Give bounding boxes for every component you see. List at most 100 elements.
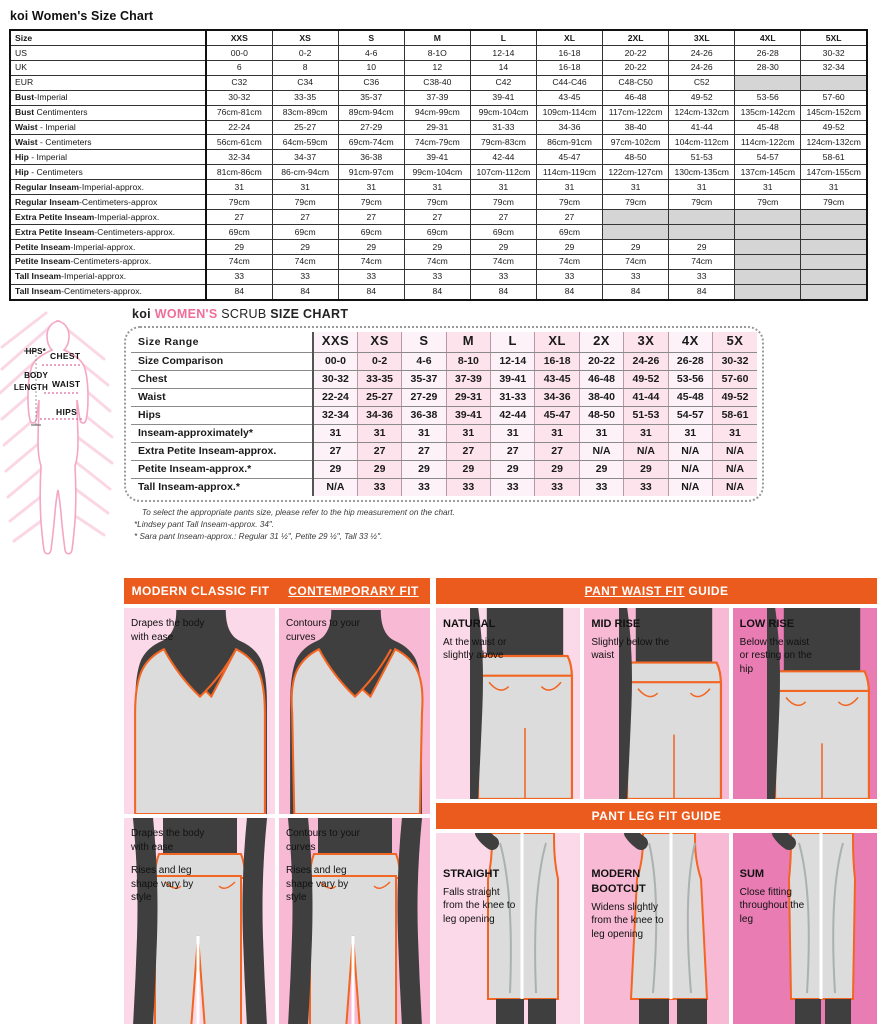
spec-table-row: Bust-Imperial 30-32 33-35 35-37 37-39 39-41 43…: [9, 89, 868, 106]
scrub-cell: 29-31: [446, 388, 492, 407]
scrub-cell: 42-44: [490, 406, 536, 425]
spec-cell: C34: [271, 74, 339, 91]
scrub-col-header-3x: 3X: [623, 331, 669, 353]
spec-cell: 97cm-102cm: [602, 134, 670, 151]
scrub-cell: 31: [446, 424, 492, 443]
spec-cell: 84: [271, 283, 339, 301]
scrub-chart-title: koi WOMEN'S SCRUB SIZE CHART: [124, 301, 764, 326]
spec-table-head: Size XXS XS S M L XL 2XL 3XL 4XL 5XL: [9, 29, 868, 46]
spec-row-label: Tall Inseam-Imperial-approx.: [9, 268, 207, 285]
modern-classic-bottom-panel: Drapes the body with ease Rises and leg …: [124, 818, 275, 1024]
scrub-cell: 49-52: [712, 388, 757, 407]
spec-cell: 45-47: [535, 149, 604, 166]
spec-cell: 27: [403, 209, 471, 225]
natural-text: At the waist or slightly above: [443, 636, 507, 662]
spec-cell: 69cm: [205, 223, 273, 240]
contemporary-bottom-copy: Contours to your curves Rises and leg sh…: [286, 827, 364, 905]
spec-cell: 10: [337, 59, 405, 76]
spec-cell: 109cm-114cm: [535, 104, 604, 121]
pant-leg-fit-guide-header: PANT LEG FIT GUIDE: [436, 803, 877, 829]
spec-cell: [800, 223, 868, 240]
spec-cell: [734, 74, 802, 91]
sum-slim-leg-illustration: [771, 833, 856, 1024]
spec-row-label: Extra Petite Inseam-Imperial-approx.: [9, 209, 207, 225]
scrub-table-row: Extra Petite Inseam-approx. 27 27 27 27 27 27 N…: [131, 442, 757, 461]
spec-cell: 84: [205, 283, 273, 301]
scrub-title-koi: koi: [132, 306, 151, 321]
scrub-cell: 27: [446, 442, 492, 461]
scrub-col-header-s: S: [401, 331, 447, 353]
scrub-row-label: Waist: [131, 388, 314, 407]
spec-table-row: EUR C32 C34 C36 C38-40 C42 C44-C46 C48-C50 C52: [9, 74, 868, 91]
spec-cell: 24-26: [668, 59, 736, 76]
spec-cell: 12-14: [469, 44, 537, 61]
spec-cell: 4-6: [337, 44, 405, 61]
spec-cell: 25-27: [271, 119, 339, 136]
modern-classic-top-para1: Drapes the body with ease: [131, 618, 205, 643]
spec-cell: 29: [271, 238, 339, 255]
scrub-table-body: Size Comparison 00-0 0-2 4-6 8-10 12-14 16-18 2…: [131, 352, 757, 497]
modern-bootcut-text: Widens slightly from the knee to leg ope…: [591, 901, 664, 940]
scrub-cell: N/A: [712, 478, 757, 497]
spec-cell: 30-32: [800, 44, 868, 61]
spec-cell: [734, 268, 802, 285]
spec-cell: 31: [602, 179, 670, 196]
spec-cell: 114cm-122cm: [734, 134, 802, 151]
low-rise-text: Below the waist or resting on the hip: [739, 636, 812, 675]
spec-cell: 31: [800, 179, 868, 196]
scrub-cell: 31: [623, 424, 669, 443]
spec-cell: C42: [469, 74, 537, 91]
scrub-cell: 29: [401, 460, 447, 479]
spec-cell: 32-34: [800, 59, 868, 76]
sum-copy: SUM Close fitting throughout the leg: [740, 867, 818, 926]
scrub-cell: 30-32: [313, 370, 358, 389]
spec-row-label: Petite Inseam-Centimeters-approx.: [9, 253, 207, 270]
sum-title: SUM: [739, 868, 765, 880]
spec-row-label: Waist - Imperial: [9, 119, 207, 136]
scrub-cell: 29: [623, 460, 669, 479]
scrub-cell: 29: [446, 460, 492, 479]
spec-cell: 29: [535, 238, 604, 255]
spec-cell: 99cm-104cm: [469, 104, 537, 121]
natural-rise-illustration: [470, 608, 574, 799]
spec-table-body: US 00-0 0-2 4-6 8-1O 12-14 16-18 20-22 24-26 26-2…: [9, 44, 868, 301]
contemporary-bottom-para2: Rises and leg shape vary by style: [286, 865, 349, 903]
scrub-title-sizechart: SIZE CHART: [270, 306, 349, 321]
scrub-cell: N/A: [712, 460, 757, 479]
spec-cell: 34-37: [271, 149, 339, 166]
scrub-table-row: Tall Inseam-approx.* N/A 33 33 33 33 33 33 33 N/A…: [131, 478, 757, 497]
spec-table-container: Size XXS XS S M L XL 2XL 3XL 4XL 5XL US 00-0 0-2 4-6 8…: [0, 23, 877, 301]
spec-cell: 31: [469, 179, 537, 196]
modern-classic-fit-header: MODERN CLASSIC FIT: [131, 584, 270, 598]
scrub-cell: 43-45: [534, 370, 580, 389]
spec-row-label: Petite Inseam-Imperial-approx.: [9, 238, 207, 255]
spec-col-header-4xl: 4XL: [734, 29, 802, 46]
scrub-row-label: Extra Petite Inseam-approx.: [131, 442, 314, 461]
straight-leg-illustration: [475, 833, 560, 1024]
scrub-cell: N/A: [668, 460, 714, 479]
scrub-cell: 37-39: [446, 370, 492, 389]
spec-cell: 84: [668, 283, 736, 301]
spec-cell: 86-cm-94cm: [271, 164, 339, 181]
spec-cell: 74cm: [205, 253, 273, 270]
scrub-cell: N/A: [668, 442, 714, 461]
modern-classic-top-panel: Drapes the body with ease: [124, 608, 275, 814]
spec-cell: 27: [535, 209, 604, 225]
spec-col-header-size: Size: [9, 29, 207, 46]
spec-cell: 20-22: [602, 44, 670, 61]
spec-cell: 29: [469, 238, 537, 255]
low-rise-copy: LOW RISE Below the waist or resting on t…: [740, 617, 818, 676]
spec-row-label: Extra Petite Inseam-Centimeters-approx.: [9, 223, 207, 240]
spec-cell: 33: [469, 268, 537, 285]
spec-cell: 43-45: [535, 89, 604, 106]
spec-cell: 31: [403, 179, 471, 196]
spec-cell: [602, 223, 670, 240]
mid-rise-title: MID RISE: [591, 618, 641, 630]
scrub-cell: 31: [313, 424, 358, 443]
spec-cell: 124cm-132cm: [800, 134, 868, 151]
spec-cell: 53-56: [734, 89, 802, 106]
spec-cell: 57-60: [800, 89, 868, 106]
scrub-cell: 33: [534, 478, 580, 497]
scrub-table-row: Hips 32-34 34-36 36-38 39-41 42-44 45-47 48-50 5…: [131, 406, 757, 425]
fit-left-header-bar: MODERN CLASSIC FIT CONTEMPORARY FIT: [124, 578, 430, 604]
